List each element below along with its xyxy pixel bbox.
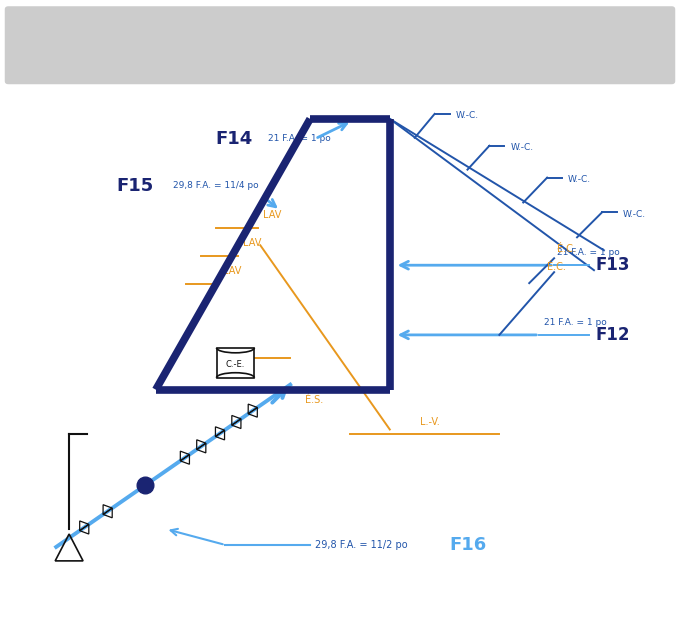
Text: 21 F.A. = 1 po: 21 F.A. = 1 po: [269, 134, 331, 144]
Text: É.C.: É.C.: [557, 244, 576, 254]
Text: 29,8 F.A. = 11/2 po: 29,8 F.A. = 11/2 po: [315, 540, 408, 550]
Text: É.C.: É.C.: [547, 262, 566, 272]
Text: (canalisation principale et branchement d’eau général): (canalisation principale et branchement …: [146, 47, 534, 60]
Text: LAV: LAV: [263, 210, 282, 220]
Text: É.S.: É.S.: [305, 394, 324, 404]
Text: 21 F.A. = 1 po: 21 F.A. = 1 po: [544, 318, 607, 327]
Text: W.-C.: W.-C.: [456, 111, 479, 120]
Text: F15: F15: [116, 177, 153, 195]
Bar: [216, 348, 254, 378]
Text: 29,8 F.A. = 11/4 po: 29,8 F.A. = 11/4 po: [173, 181, 258, 190]
Text: W.-C.: W.-C.: [568, 175, 591, 184]
Text: 21 F.A. = 1 po: 21 F.A. = 1 po: [557, 248, 620, 257]
Text: F12: F12: [596, 326, 630, 344]
Text: LAV: LAV: [224, 266, 242, 276]
Text: F13: F13: [596, 256, 630, 274]
Text: L.-V.: L.-V.: [420, 417, 439, 427]
Text: F16: F16: [449, 536, 487, 554]
Text: Schéma 5 - Réseau d'alimentation en eau froide: Schéma 5 - Réseau d'alimentation en eau …: [171, 22, 509, 36]
Text: W.-C.: W.-C.: [510, 144, 533, 152]
Text: W.-C.: W.-C.: [623, 210, 646, 219]
Text: LAV: LAV: [243, 238, 262, 248]
Text: C.-E.: C.-E.: [226, 360, 245, 369]
Text: F14: F14: [216, 130, 253, 148]
